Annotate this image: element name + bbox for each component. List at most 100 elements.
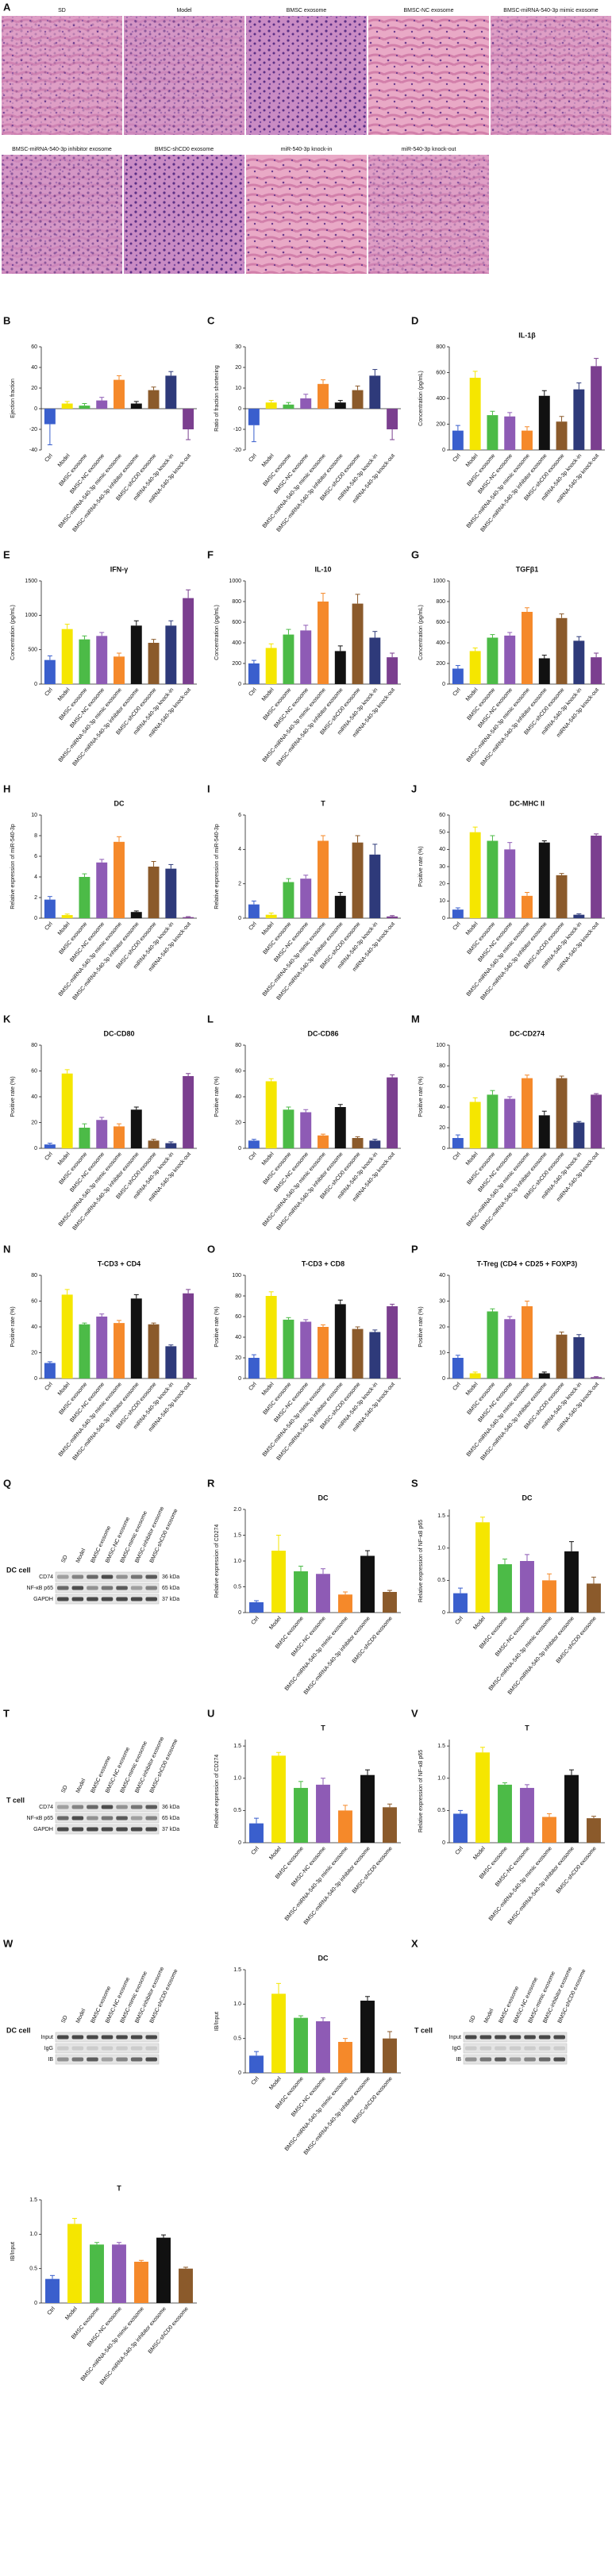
blot-band bbox=[87, 2057, 98, 2062]
bar bbox=[96, 862, 108, 918]
y-tick-label: 200 bbox=[436, 421, 445, 427]
bar bbox=[542, 1817, 556, 1843]
x-tick-label: Ctrl bbox=[44, 1152, 54, 1162]
bar bbox=[387, 916, 398, 918]
y-tick-label: 100 bbox=[232, 1273, 241, 1278]
bar bbox=[45, 2278, 60, 2303]
bar bbox=[564, 1774, 579, 1843]
y-tick-label: 1.0 bbox=[29, 2232, 37, 2237]
x-tick-label: BMSC-miRNA-540-3p inhibitor exosome bbox=[276, 1152, 344, 1232]
panel-letter: H bbox=[3, 782, 10, 794]
image-label: SD bbox=[58, 8, 66, 13]
y-tick-label: 1.5 bbox=[233, 1532, 241, 1538]
x-tick-label: Model bbox=[472, 1616, 487, 1631]
panel-letter: X bbox=[411, 1937, 418, 1949]
chart-title: T-Treg (CD4 + CD25 + FOXP3) bbox=[477, 1259, 578, 1267]
y-axis-label: Positive rate (%) bbox=[418, 1076, 424, 1117]
x-tick-label: BMSC-miRNA-540-3p inhibitor exosome bbox=[276, 921, 344, 1002]
blot-band bbox=[130, 1805, 143, 1809]
y-tick-label: 400 bbox=[232, 640, 241, 646]
bar bbox=[249, 1602, 264, 1613]
blot-band bbox=[57, 2046, 69, 2051]
bar bbox=[148, 643, 160, 684]
y-tick-label: 1.0 bbox=[233, 1776, 241, 1782]
row-label: NF-κB p65 bbox=[27, 1586, 54, 1591]
x-tick-label: BMSC-shCD0 exosome bbox=[352, 1616, 394, 1664]
x-tick-label: Model bbox=[465, 1152, 479, 1167]
bar bbox=[148, 1324, 160, 1378]
blot-band bbox=[71, 2057, 84, 2062]
bar bbox=[300, 879, 312, 918]
bar bbox=[387, 1306, 398, 1378]
bar bbox=[44, 409, 56, 425]
blot-band bbox=[509, 2046, 522, 2051]
x-tick-label: Ctrl bbox=[452, 453, 462, 463]
panel-letter: W bbox=[3, 1937, 13, 1949]
bar bbox=[573, 389, 585, 450]
bar bbox=[591, 1094, 602, 1148]
bar bbox=[112, 2244, 126, 2303]
blot-band bbox=[116, 1816, 128, 1821]
y-tick-label: 40 bbox=[31, 1325, 37, 1330]
bar bbox=[522, 895, 533, 918]
y-tick-label: 0 bbox=[34, 406, 37, 412]
bar bbox=[498, 1564, 512, 1613]
y-tick-label: 0 bbox=[238, 2070, 241, 2076]
x-tick-label: BMSC-shCD0 exosome bbox=[352, 2076, 394, 2124]
bar bbox=[352, 1328, 364, 1378]
blot-band bbox=[87, 1586, 98, 1590]
x-tick-label: Ctrl bbox=[248, 1382, 258, 1392]
lane-label: SD bbox=[60, 2015, 68, 2024]
x-tick-label: Model bbox=[57, 921, 71, 936]
x-tick-label: Model bbox=[261, 687, 275, 702]
chart-title: TGFβ1 bbox=[516, 565, 539, 573]
x-tick-label: BMSC-miRNA-540-3p inhibitor exosome bbox=[72, 1152, 140, 1232]
blot-band bbox=[57, 1805, 69, 1809]
y-tick-label: 1000 bbox=[25, 613, 37, 618]
bar bbox=[67, 2224, 82, 2303]
bar bbox=[61, 1073, 73, 1148]
bar bbox=[452, 1138, 464, 1148]
y-tick-label: 40 bbox=[235, 1335, 241, 1340]
cell-label: T cell bbox=[414, 2026, 433, 2034]
blot-band bbox=[145, 1816, 157, 1821]
bar bbox=[114, 379, 125, 409]
blot-band bbox=[538, 2057, 551, 2062]
x-tick-label: Ctrl bbox=[251, 2076, 261, 2086]
row-label: GAPDH bbox=[33, 1597, 53, 1602]
bar bbox=[183, 1076, 194, 1148]
panel-letter: L bbox=[207, 1013, 214, 1025]
chart-title: DC-CD274 bbox=[510, 1029, 545, 1037]
bar bbox=[452, 909, 464, 918]
bar bbox=[271, 1994, 286, 2073]
chart-title: T bbox=[525, 1724, 529, 1732]
histology-overlay bbox=[124, 16, 244, 135]
chart-title: DC-MHC II bbox=[510, 799, 545, 807]
panel-letter: V bbox=[411, 1707, 418, 1719]
chart-title: T bbox=[117, 2184, 121, 2192]
y-tick-label: 1.0 bbox=[233, 1559, 241, 1564]
y-axis-label: Positive rate (%) bbox=[10, 1076, 16, 1117]
y-tick-label: 20 bbox=[235, 365, 241, 371]
x-tick-label: Model bbox=[268, 2076, 283, 2091]
bar bbox=[556, 421, 568, 450]
blot-band bbox=[495, 2035, 506, 2040]
bar bbox=[96, 1317, 108, 1378]
y-axis-label: Relative expression of NF-κB p65 bbox=[418, 1520, 424, 1602]
y-tick-label: 40 bbox=[439, 1105, 445, 1110]
y-tick-label: 800 bbox=[232, 599, 241, 605]
panel-letter: O bbox=[207, 1243, 215, 1255]
lane-label: Model bbox=[483, 2008, 495, 2024]
bar bbox=[248, 904, 260, 918]
bar bbox=[318, 1135, 329, 1148]
x-tick-label: Model bbox=[57, 1152, 71, 1167]
bar bbox=[283, 404, 294, 409]
bar bbox=[334, 1107, 346, 1148]
y-tick-label: 1.5 bbox=[233, 1967, 241, 1973]
y-tick-label: 0.5 bbox=[233, 1584, 241, 1590]
lane-label: BMSC-shCD0 exosome bbox=[149, 1738, 179, 1794]
bar bbox=[387, 1077, 398, 1148]
y-tick-label: 1.0 bbox=[437, 1776, 445, 1782]
blot-band bbox=[145, 2035, 157, 2040]
bar bbox=[130, 403, 142, 409]
